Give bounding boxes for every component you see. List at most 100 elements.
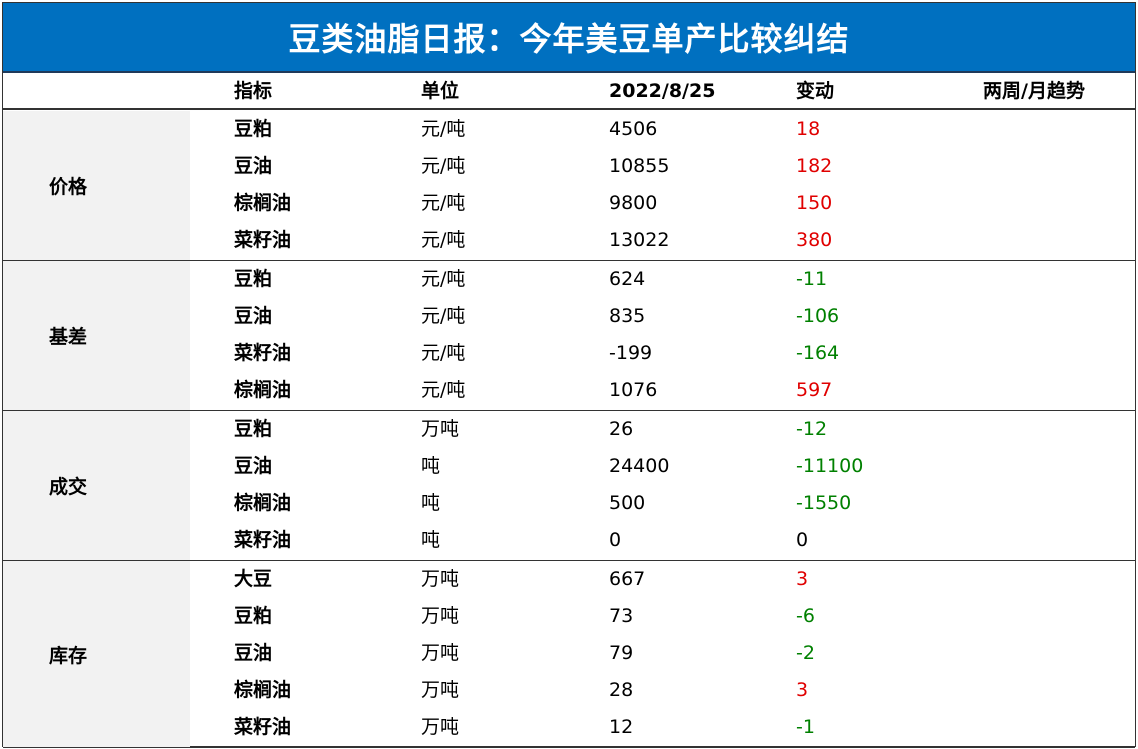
header-indicator: 指标	[234, 80, 273, 102]
row-value: 10855	[609, 155, 670, 177]
row-change: -2	[796, 642, 815, 664]
table-row: 棕榈油 元/吨 9800 150	[3, 185, 1135, 222]
row-unit: 元/吨	[421, 268, 466, 290]
row-indicator: 豆油	[234, 155, 273, 177]
row-indicator: 豆油	[234, 455, 273, 477]
row-value: 13022	[609, 229, 670, 251]
row-change: 3	[796, 568, 809, 590]
row-unit: 元/吨	[421, 305, 466, 327]
row-change: -6	[796, 605, 815, 627]
row-indicator: 豆油	[234, 305, 273, 327]
table-row: 豆油 元/吨 10855 182	[3, 148, 1135, 185]
row-value: 26	[609, 418, 634, 440]
row-change: 182	[796, 155, 833, 177]
table-row: 菜籽油 万吨 12 -1	[3, 709, 1135, 746]
table-group: 库存 大豆 万吨 667 3 豆粕 万吨 73 -6 豆油 万吨 79 -2 棕榈油 万吨 28 3 菜籽油 万吨 1…	[3, 561, 1135, 748]
row-value: 24400	[609, 455, 670, 477]
row-change: 597	[796, 379, 833, 401]
category-label: 价格	[3, 111, 190, 260]
category-label: 库存	[3, 561, 190, 747]
row-change: -1	[796, 716, 815, 738]
row-unit: 吨	[421, 492, 441, 514]
table-row: 棕榈油 万吨 28 3	[3, 672, 1135, 709]
table-row: 棕榈油 吨 500 -1550	[3, 485, 1135, 522]
row-value: 667	[609, 568, 646, 590]
row-change: 150	[796, 192, 833, 214]
row-unit: 万吨	[421, 568, 460, 590]
row-change: -11	[796, 268, 828, 290]
row-indicator: 大豆	[234, 568, 273, 590]
row-value: 79	[609, 642, 634, 664]
table-row: 豆粕 元/吨 4506 18	[3, 111, 1135, 148]
row-unit: 元/吨	[421, 379, 466, 401]
row-unit: 万吨	[421, 418, 460, 440]
row-indicator: 棕榈油	[234, 379, 292, 401]
row-unit: 元/吨	[421, 342, 466, 364]
row-indicator: 菜籽油	[234, 529, 292, 551]
table-row: 豆油 元/吨 835 -106	[3, 298, 1135, 335]
row-change: -12	[796, 418, 828, 440]
row-unit: 元/吨	[421, 229, 466, 251]
row-change: 0	[796, 529, 809, 551]
table-group: 价格 豆粕 元/吨 4506 18 豆油 元/吨 10855 182 棕榈油 元/吨 9800 150 菜…	[3, 111, 1135, 261]
row-unit: 元/吨	[421, 118, 466, 140]
table-row: 棕榈油 元/吨 1076 597	[3, 372, 1135, 409]
category-label: 成交	[3, 411, 190, 560]
table-row: 豆粕 万吨 26 -12	[3, 411, 1135, 448]
table-row: 豆粕 元/吨 624 -11	[3, 261, 1135, 298]
row-value: 12	[609, 716, 634, 738]
header-trend: 两周/月趋势	[983, 80, 1085, 102]
table-row: 豆油 万吨 79 -2	[3, 635, 1135, 672]
table-row: 豆油 吨 24400 -11100	[3, 448, 1135, 485]
row-value: 835	[609, 305, 646, 327]
row-indicator: 棕榈油	[234, 192, 292, 214]
row-change: 3	[796, 679, 809, 701]
row-change: -164	[796, 342, 840, 364]
report-title: 豆类油脂日报：今年美豆单产比较纠结	[3, 3, 1135, 73]
row-value: 1076	[609, 379, 658, 401]
row-value: 500	[609, 492, 646, 514]
row-indicator: 菜籽油	[234, 229, 292, 251]
row-indicator: 棕榈油	[234, 492, 292, 514]
row-indicator: 菜籽油	[234, 716, 292, 738]
row-change: -106	[796, 305, 840, 327]
row-value: 28	[609, 679, 634, 701]
table-row: 菜籽油 元/吨 13022 380	[3, 222, 1135, 259]
row-indicator: 豆粕	[234, 268, 273, 290]
table-row: 菜籽油 吨 0 0	[3, 522, 1135, 559]
table-row: 大豆 万吨 667 3	[3, 561, 1135, 598]
row-value: 4506	[609, 118, 658, 140]
row-value: -199	[609, 342, 653, 364]
table-row: 豆粕 万吨 73 -6	[3, 598, 1135, 635]
header-date: 2022/8/25	[609, 80, 716, 102]
header-change: 变动	[796, 80, 835, 102]
row-indicator: 豆油	[234, 642, 273, 664]
row-unit: 万吨	[421, 642, 460, 664]
table-header: 指标 单位 2022/8/25 变动 两周/月趋势	[3, 73, 1135, 110]
row-unit: 万吨	[421, 605, 460, 627]
row-indicator: 棕榈油	[234, 679, 292, 701]
row-unit: 吨	[421, 455, 441, 477]
row-change: -1550	[796, 492, 852, 514]
row-unit: 万吨	[421, 716, 460, 738]
row-change: 380	[796, 229, 833, 251]
table-row: 菜籽油 元/吨 -199 -164	[3, 335, 1135, 372]
row-value: 0	[609, 529, 622, 551]
row-unit: 元/吨	[421, 155, 466, 177]
row-unit: 万吨	[421, 679, 460, 701]
row-value: 73	[609, 605, 634, 627]
row-indicator: 豆粕	[234, 605, 273, 627]
row-value: 624	[609, 268, 646, 290]
table-group: 成交 豆粕 万吨 26 -12 豆油吨 24400 -11100 棕榈油吨 500 -1550 菜籽油…	[3, 411, 1135, 561]
table-group: 基差 豆粕 元/吨 624 -11 豆油 元/吨 835 -106 菜籽油 元/吨 -199 -164 棕…	[3, 261, 1135, 411]
category-label: 基差	[3, 261, 190, 410]
row-unit: 吨	[421, 529, 441, 551]
row-change: 18	[796, 118, 821, 140]
row-unit: 元/吨	[421, 192, 466, 214]
row-change: -11100	[796, 455, 864, 477]
row-value: 9800	[609, 192, 658, 214]
row-indicator: 豆粕	[234, 118, 273, 140]
header-unit: 单位	[421, 80, 460, 102]
row-indicator: 菜籽油	[234, 342, 292, 364]
